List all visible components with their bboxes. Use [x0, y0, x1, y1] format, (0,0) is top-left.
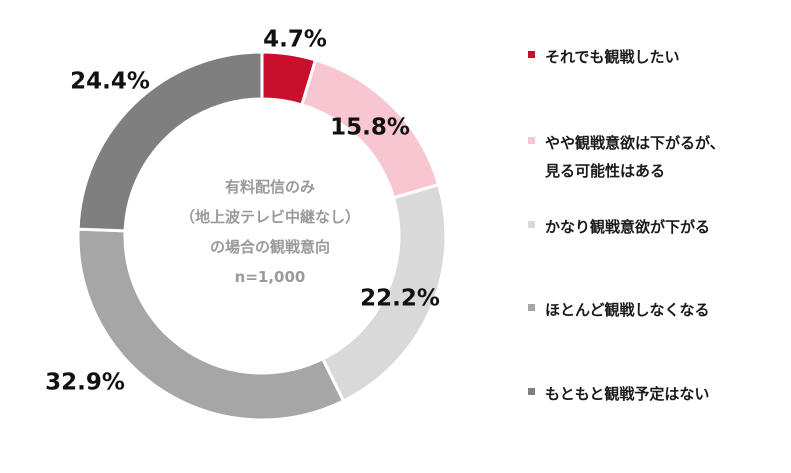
donut-slice-4	[76, 50, 264, 233]
donut-value-labels: 4.7% 15.8% 22.2% 32.9% 24.4%	[45, 27, 440, 396]
value-label-3: 32.9%	[45, 370, 125, 396]
value-label-2: 22.2%	[360, 286, 440, 312]
center-label-line1: 有料配信のみ	[224, 178, 315, 196]
legend-swatch-3	[528, 304, 535, 311]
legend-label-1: やや観戦意欲は下がるが、 見る可能性はある	[545, 134, 725, 180]
value-label-0: 4.7%	[263, 27, 327, 53]
donut-slices	[76, 50, 448, 422]
legend-label-3: ほとんど観戦しなくなる	[545, 301, 710, 319]
value-label-1: 15.8%	[330, 115, 410, 141]
center-label-line2: （地上波テレビ中継なし）	[179, 208, 360, 226]
legend-label-4: もともと観戦予定はない	[545, 385, 710, 403]
legend-label-0: それでも観戦したい	[545, 48, 680, 66]
value-label-4: 24.4%	[70, 69, 150, 95]
donut-center-label: 有料配信のみ （地上波テレビ中継なし） の場合の観戦意向 n=1,000	[160, 172, 380, 292]
center-label-line4: n=1,000	[234, 268, 306, 286]
legend-swatch-4	[528, 388, 535, 395]
legend-swatch-2	[528, 221, 535, 228]
center-label-line3: の場合の観戦意向	[209, 238, 330, 256]
legend-label-2: かなり観戦意欲が下がる	[545, 218, 711, 236]
legend-swatch-0	[528, 51, 535, 58]
legend-swatch-1	[528, 137, 535, 144]
